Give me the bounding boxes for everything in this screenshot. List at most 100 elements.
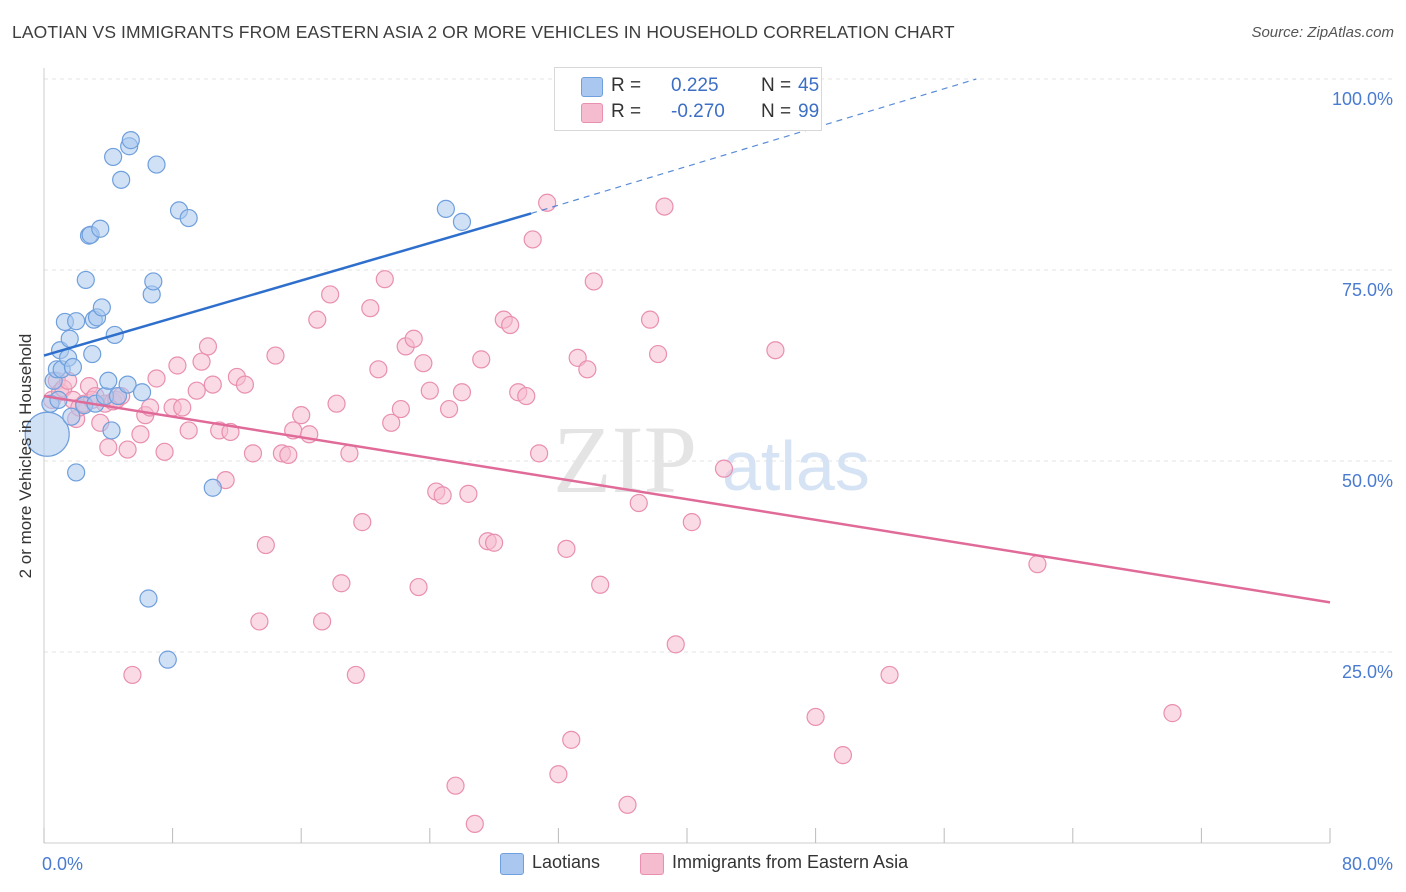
grid-lines: [44, 78, 1392, 653]
tick-labels: 100.0% 75.0% 50.0% 25.0% 0.0% 80.0%: [42, 89, 1393, 874]
laotians-point: [179, 208, 198, 228]
immigrants-point: [714, 459, 734, 478]
laotians-trend-extension: [530, 78, 977, 215]
immigrants-point: [648, 344, 668, 364]
immigrants-point: [459, 484, 478, 503]
immigrants-point: [279, 445, 298, 464]
watermark-zip: ZIP: [553, 406, 697, 513]
immigrants-point: [591, 575, 610, 594]
laotians-point: [121, 131, 140, 150]
immigrants-point: [99, 438, 118, 457]
immigrants-point: [353, 513, 372, 532]
laotians-point: [91, 219, 110, 238]
series-immigrants-points: [42, 193, 1182, 834]
y-tick-label: 50.0%: [1342, 471, 1393, 491]
y-tick-label: 100.0%: [1332, 89, 1393, 109]
immigrants-point: [168, 356, 187, 375]
immigrants-point: [346, 665, 365, 685]
immigrants-point: [266, 346, 285, 365]
immigrants-point: [682, 513, 701, 532]
immigrants-point: [409, 577, 428, 597]
immigrants-point: [118, 440, 137, 459]
trend-lines: [43, 78, 1331, 604]
laotians-point: [60, 329, 79, 348]
immigrants-point: [833, 746, 853, 765]
laotians-point: [112, 170, 131, 189]
immigrants-point: [562, 730, 581, 749]
immigrants-point: [880, 665, 899, 685]
x-tick-label: 80.0%: [1342, 854, 1393, 874]
immigrants-point: [123, 665, 142, 685]
immigrants-point: [501, 315, 520, 335]
immigrants-point: [766, 341, 785, 360]
immigrants-point: [375, 270, 394, 289]
y-tick-label: 25.0%: [1342, 662, 1393, 682]
immigrants-point: [472, 350, 491, 369]
x-tick-label: 0.0%: [42, 854, 83, 874]
immigrants-point: [465, 814, 484, 834]
immigrants-point: [256, 535, 275, 555]
immigrants-point: [361, 299, 380, 318]
immigrants-trend-line: [43, 394, 1331, 604]
laotians-point: [132, 383, 152, 402]
laotians-point: [436, 199, 455, 218]
laotians-point: [63, 357, 83, 377]
watermark: ZIP atlas: [553, 406, 870, 513]
laotians-point: [99, 371, 118, 390]
legend-n-value: 99: [798, 101, 820, 122]
legend-n-label: N =: [761, 75, 792, 96]
immigrants-point: [1028, 555, 1047, 574]
immigrants-point: [369, 360, 388, 379]
immigrants-point: [250, 612, 269, 631]
immigrants-point: [523, 230, 542, 249]
legend-swatch-immigrants: [581, 103, 603, 123]
chart-title: LAOTIAN VS IMMIGRANTS FROM EASTERN ASIA …: [12, 22, 955, 42]
immigrants-point: [327, 394, 346, 413]
immigrants-point: [578, 360, 597, 379]
laotians-point: [67, 312, 86, 331]
immigrants-point: [806, 707, 825, 727]
legend-swatch-laotians: [581, 77, 603, 97]
immigrants-point: [640, 310, 660, 329]
immigrants-point: [1163, 704, 1182, 723]
immigrants-point: [198, 337, 218, 356]
laotians-point: [92, 298, 111, 317]
immigrants-point: [618, 795, 637, 814]
laotians-point: [102, 421, 121, 440]
immigrants-point: [321, 285, 340, 304]
immigrants-point: [131, 425, 150, 444]
legend-r-value: -0.270: [671, 101, 725, 122]
bottom-legend-label: Immigrants from Eastern Asia: [672, 852, 909, 872]
immigrants-point: [549, 765, 568, 784]
immigrants-point: [446, 776, 465, 795]
immigrants-point: [203, 375, 222, 394]
laotians-trend-line: [43, 212, 532, 357]
immigrants-point: [655, 197, 674, 216]
legend-r-label: R =: [611, 101, 642, 122]
immigrants-point: [530, 444, 549, 463]
immigrants-point: [391, 399, 410, 419]
immigrants-point: [173, 398, 192, 417]
immigrants-point: [420, 381, 439, 400]
immigrants-point: [404, 329, 423, 348]
laotians-point: [76, 270, 95, 290]
laotians-point: [158, 650, 177, 669]
immigrants-point: [332, 574, 351, 593]
y-tick-label: 75.0%: [1342, 280, 1393, 300]
laotians-point: [203, 478, 222, 497]
y-axis-label: 2 or more Vehicles in Household: [16, 333, 35, 579]
series-laotians-points: [24, 131, 472, 669]
immigrants-point: [452, 383, 472, 402]
bottom-legend-label: Laotians: [532, 852, 601, 872]
immigrants-point: [538, 193, 557, 212]
bottom-legend-swatch-laotians: [500, 853, 524, 875]
legend-r-value: 0.225: [671, 75, 719, 96]
laotians-point: [147, 155, 166, 174]
immigrants-point: [557, 539, 576, 558]
immigrants-point: [517, 386, 536, 406]
legend-r-label: R =: [611, 75, 642, 96]
immigrants-point: [179, 421, 198, 440]
immigrants-point: [155, 442, 174, 461]
immigrants-point: [433, 486, 452, 505]
